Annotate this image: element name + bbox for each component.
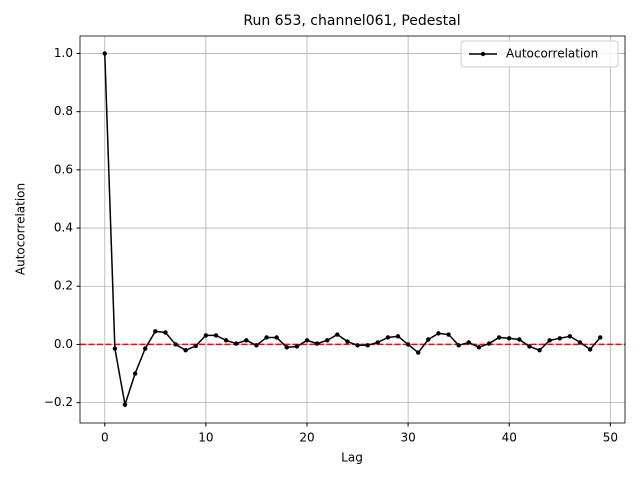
y-tick-label: −0.2 (44, 395, 73, 409)
y-tick-label: 0.8 (54, 104, 73, 118)
data-point (112, 346, 118, 351)
x-tick-label: 30 (400, 431, 415, 445)
chart-title: Run 653, channel061, Pedestal (243, 13, 460, 29)
data-point (517, 337, 522, 342)
y-tick-label: 1.0 (54, 46, 73, 60)
data-point (234, 341, 239, 346)
data-point (244, 338, 249, 343)
data-point (527, 344, 532, 349)
data-point (587, 347, 593, 352)
data-point (507, 336, 512, 341)
data-point (223, 338, 229, 343)
x-tick-label: 10 (198, 431, 213, 445)
y-tick-label: 0.0 (54, 337, 73, 351)
data-point (102, 51, 107, 56)
y-tick-label: 0.6 (54, 162, 73, 176)
data-point (325, 338, 330, 343)
data-point (173, 342, 178, 347)
legend-box (460, 40, 619, 68)
x-tick-label: 20 (299, 431, 314, 445)
data-point (203, 333, 209, 338)
data-point (183, 348, 188, 353)
data-point (476, 345, 482, 350)
data-point (335, 332, 340, 337)
data-point (213, 333, 219, 338)
data-point (395, 334, 401, 339)
data-point (264, 335, 269, 340)
data-point (426, 337, 431, 342)
data-point (557, 336, 562, 341)
data-point (284, 345, 289, 350)
data-point (496, 335, 502, 340)
data-point (416, 350, 421, 355)
data-point (122, 402, 128, 407)
data-point (193, 343, 198, 349)
data-point (314, 341, 320, 346)
data-point (486, 341, 492, 346)
data-point (436, 331, 441, 336)
data-point (598, 335, 603, 340)
data-point (345, 339, 350, 344)
y-tick-label: 0.2 (54, 279, 73, 293)
data-point (466, 340, 471, 345)
data-point (355, 343, 360, 348)
x-tick-label: 40 (502, 431, 517, 445)
x-axis-label: Lag (341, 451, 363, 465)
x-tick-label: 0 (101, 431, 109, 445)
data-point (274, 335, 279, 340)
data-point (294, 344, 300, 349)
data-point (446, 332, 451, 337)
data-point (304, 338, 310, 343)
data-point (547, 338, 552, 343)
y-tick-label: 0.4 (54, 221, 73, 235)
x-tick-label: 50 (603, 431, 618, 445)
data-point (153, 329, 158, 334)
data-point (577, 340, 583, 345)
legend-label: Autocorrelation (506, 47, 598, 61)
data-point (405, 342, 411, 347)
data-point (365, 343, 370, 348)
data-point (163, 330, 168, 335)
legend-marker (480, 51, 486, 57)
data-point (254, 343, 259, 348)
data-point (537, 348, 542, 353)
axes-frame (79, 35, 626, 424)
y-axis-label: Autocorrelation (14, 183, 28, 275)
data-point (132, 371, 138, 376)
data-point (456, 343, 461, 348)
data-point (143, 346, 148, 351)
data-point (385, 335, 391, 340)
data-point (375, 340, 380, 345)
data-point (567, 334, 573, 339)
